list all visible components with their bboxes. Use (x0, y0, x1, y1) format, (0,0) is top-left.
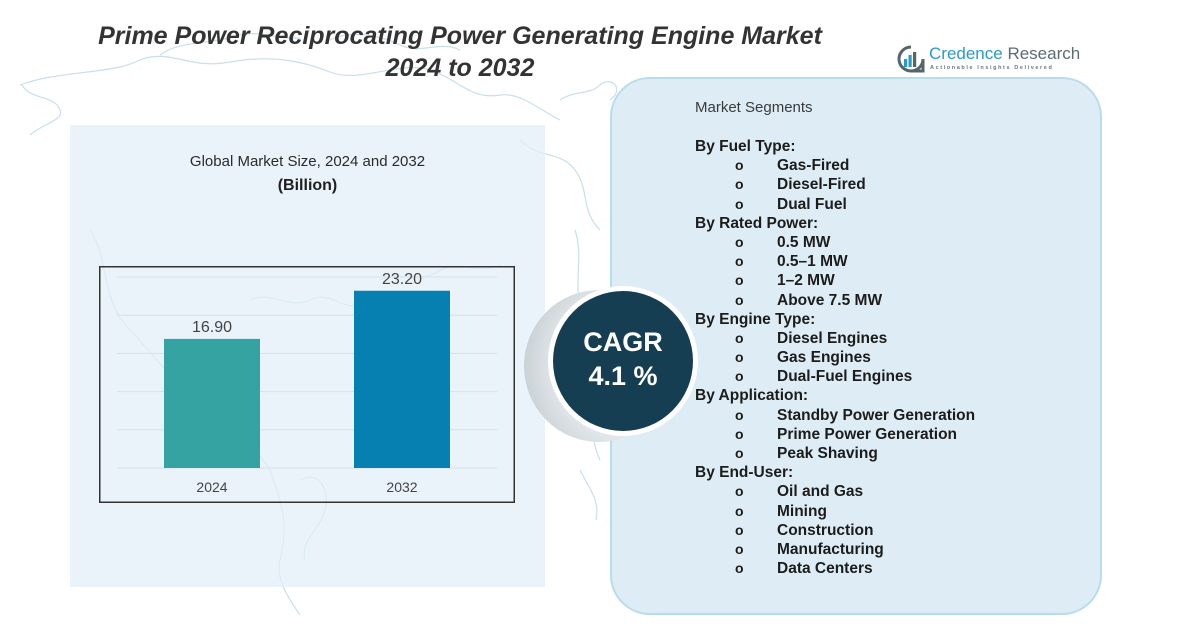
segment-category-title: By Application: (695, 387, 809, 405)
segment-category-title: By Engine Type: (695, 310, 816, 328)
x-tick-labels: 2024 2032 (196, 479, 417, 495)
bullet-icon: o (735, 502, 744, 519)
chart-title: Global Market Size, 2024 and 2032 (189, 153, 426, 170)
segment-item: o Mining (695, 502, 827, 521)
segment-item-label: Standby Power Generation (777, 406, 976, 424)
cagr-label: CAGR (583, 327, 663, 357)
cagr-value: 4.1 % (588, 361, 658, 391)
chart-frame (99, 266, 515, 503)
bars (164, 290, 450, 468)
bullet-icon: o (735, 425, 744, 442)
segment-item-label: Above 7.5 MW (777, 291, 883, 309)
logo-tagline: Actionable Insights Delivered (930, 65, 1054, 71)
logo-name-part2: Research (1002, 44, 1081, 63)
bullet-icon: o (735, 157, 744, 174)
bullet-icon: o (735, 253, 744, 270)
cagr-badge: CAGR 4.1 % (553, 291, 693, 431)
segment-item: o Prime Power Generation (695, 425, 957, 444)
credence-research-logo: Credence Research Actionable Insights De… (897, 44, 1097, 76)
bullet-icon: o (735, 560, 744, 577)
segment-category-title: By Rated Power: (695, 214, 819, 232)
bullet-icon: o (735, 272, 744, 289)
segment-item: o Diesel-Fired (695, 175, 866, 194)
segment-item: o 1–2 MW (695, 271, 835, 290)
data-label: 23.20 (382, 271, 422, 288)
segment-item-label: Gas Engines (777, 349, 871, 367)
logo-name-part1: Credence (929, 44, 1003, 63)
title-line-2: 2024 to 2032 (385, 54, 535, 82)
segment-item-label: Diesel Engines (777, 329, 888, 347)
bullet-icon: o (735, 540, 744, 557)
segment-category-title: By End-User: (695, 464, 794, 482)
segment-item: o Standby Power Generation (695, 406, 975, 425)
segment-item: o Manufacturing (695, 540, 884, 559)
segment-item: o Data Centers (695, 559, 873, 578)
data-labels: 16.90 23.20 (192, 271, 422, 336)
segment-item-label: 1–2 MW (777, 272, 835, 290)
segment-item: o Above 7.5 MW (695, 291, 882, 310)
segment-item-label: Diesel-Fired (777, 176, 866, 194)
segment-item: o Gas Engines (695, 348, 871, 367)
segment-item-label: Peak Shaving (777, 445, 878, 462)
segment-item-label: Gas-Fired (777, 157, 850, 175)
segment-item: o Dual-Fuel Engines (695, 367, 912, 386)
bullet-icon: o (735, 349, 744, 366)
bullet-icon: o (735, 195, 744, 212)
segment-item: o 0.5 MW (695, 233, 830, 252)
segment-item-label: Data Centers (777, 560, 873, 578)
segment-item: o Dual Fuel (695, 195, 847, 214)
segment-item: o Gas-Fired (695, 156, 849, 175)
logo-wordmark: Credence Research (929, 44, 1080, 64)
market-size-panel (70, 125, 545, 587)
segment-item-label: Dual-Fuel Engines (777, 368, 913, 386)
bar-chart-in-circle-icon (897, 45, 925, 73)
x-tick-label: 2024 (196, 479, 227, 495)
chart-unit-label: (Billion) (277, 177, 338, 194)
segment-item-label: 0.5–1 MW (777, 253, 848, 271)
data-label: 16.90 (192, 319, 232, 336)
bullet-icon: o (735, 233, 744, 250)
segment-item-label: Manufacturing (777, 540, 884, 558)
segment-category-title: By Fuel Type: (695, 138, 796, 155)
segment-item-label: Mining (777, 502, 827, 520)
segment-item-label: 0.5 MW (777, 233, 831, 251)
segment-item: o Oil and Gas (695, 482, 863, 501)
segment-item-label: Prime Power Generation (777, 425, 958, 443)
segment-item: o Peak Shaving (695, 444, 878, 463)
segment-item: o Construction (695, 521, 873, 540)
page-title: Prime Power Reciprocating Power Generati… (40, 20, 880, 84)
segment-item-label: Oil and Gas (777, 483, 864, 501)
segment-item: o 0.5–1 MW (695, 252, 848, 271)
bullet-icon: o (735, 483, 744, 500)
x-tick-label: 2032 (386, 479, 417, 495)
market-size-bar-chart: 16.90 23.20 2024 2032 (99, 266, 515, 503)
bullet-icon: o (735, 176, 744, 193)
bullet-icon: o (735, 329, 744, 346)
segment-item: o Diesel Engines (695, 329, 887, 348)
bullet-icon: o (735, 521, 744, 538)
bullet-icon: o (735, 406, 744, 423)
title-line-1: Prime Power Reciprocating Power Generati… (98, 22, 822, 50)
market-segments-list: By Fuel Type: o Gas-Fired o Diesel-Fired o Dua… (695, 137, 975, 578)
bar-2024 (164, 338, 260, 468)
bullet-icon: o (735, 291, 744, 308)
bullet-icon: o (735, 445, 744, 461)
bar-2032 (354, 290, 450, 468)
bullet-icon: o (735, 368, 744, 385)
segment-item-label: Dual Fuel (777, 195, 847, 213)
market-segments-heading: Market Segments (695, 99, 813, 116)
segment-item-label: Construction (777, 521, 874, 539)
